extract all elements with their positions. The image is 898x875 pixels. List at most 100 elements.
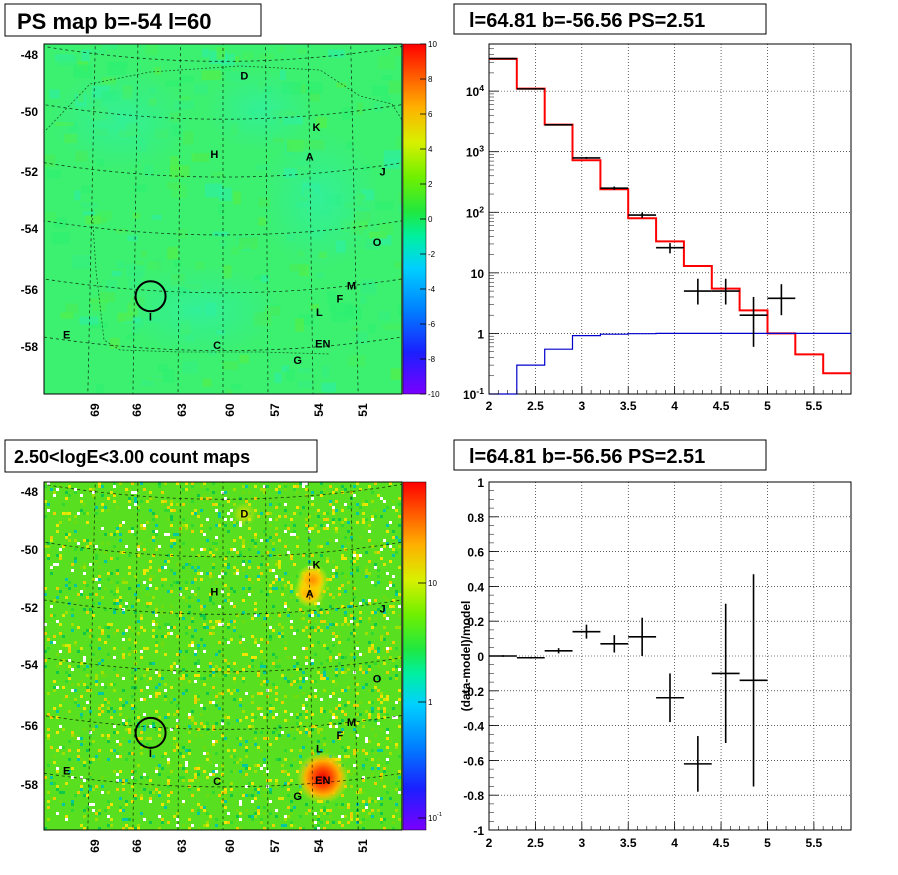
map-pixel (257, 575, 260, 578)
map-pixel (398, 689, 401, 692)
map-pixel (44, 154, 56, 167)
map-pixel (281, 764, 284, 767)
map-pixel (185, 689, 188, 692)
map-pixel (342, 107, 351, 120)
map-pixel (371, 234, 392, 246)
map-pixel (102, 44, 118, 50)
map-pixel (176, 746, 179, 749)
map-pixel (59, 590, 62, 593)
map-pixel (386, 599, 389, 602)
map-pixel (134, 575, 137, 578)
map-pixel (212, 542, 215, 545)
map-pixel (215, 623, 218, 626)
map-pixel (329, 725, 332, 728)
map-pixel (92, 788, 95, 791)
map-pixel (133, 184, 147, 192)
map-pixel (305, 554, 308, 557)
map-pixel (215, 536, 218, 539)
map-pixel (206, 572, 209, 575)
map-pixel (284, 782, 287, 785)
map-pixel (332, 713, 335, 716)
map-pixel (110, 572, 113, 575)
map-pixel (197, 728, 200, 731)
map-pixel (257, 566, 260, 569)
map-pixel (47, 737, 50, 740)
map-pixel (77, 755, 80, 758)
map-pixel (356, 554, 359, 557)
map-pixel (371, 491, 374, 494)
map-pixel (161, 503, 164, 506)
map-pixel (125, 581, 128, 584)
map-pixel (272, 629, 275, 632)
map-pixel (83, 683, 86, 686)
map-pixel (188, 827, 191, 830)
map-pixel (89, 542, 92, 545)
map-pixel (68, 512, 71, 515)
map-pixel (284, 818, 287, 821)
map-pixel (215, 764, 218, 767)
map-pixel (218, 575, 221, 578)
map-pixel (83, 587, 86, 590)
map-pixel (314, 512, 317, 515)
map-pixel (212, 171, 225, 178)
map-pixel (140, 626, 143, 629)
map-pixel (293, 824, 296, 827)
map-pixel (92, 611, 95, 614)
map-pixel (371, 710, 374, 713)
map-pixel (59, 521, 62, 524)
map-pixel (137, 620, 140, 623)
map-pixel (278, 623, 281, 626)
map-pixel (242, 587, 245, 590)
map-pixel (98, 638, 101, 641)
map-pixel (272, 731, 275, 734)
map-pixel (44, 485, 47, 488)
map-pixel (218, 641, 221, 644)
map-pixel (95, 725, 98, 728)
map-pixel (398, 515, 401, 518)
map-pixel (167, 761, 170, 764)
map-pixel (47, 728, 50, 731)
map-pixel (335, 575, 338, 578)
map-pixel (204, 183, 223, 198)
map-pixel (197, 587, 200, 590)
map-pixel (269, 800, 272, 803)
map-pixel (155, 614, 158, 617)
map-pixel (257, 644, 260, 647)
map-pixel (365, 758, 368, 761)
count-map-image (44, 482, 402, 830)
map-pixel (209, 620, 212, 623)
map-pixel (305, 704, 308, 707)
map-pixel (200, 509, 203, 512)
map-pixel (107, 791, 110, 794)
map-pixel (230, 692, 233, 695)
map-pixel (383, 509, 386, 512)
map-pixel (149, 800, 152, 803)
map-pixel (98, 578, 101, 581)
map-pixel (101, 494, 104, 497)
map-pixel (80, 593, 83, 596)
map-pixel (284, 749, 287, 752)
map-pixel (251, 800, 254, 803)
map-pixel (50, 572, 53, 575)
map-pixel (134, 770, 137, 773)
map-pixel (164, 635, 167, 638)
map-pixel (335, 803, 338, 806)
map-pixel (377, 743, 380, 746)
map-pixel (134, 497, 137, 500)
map-pixel (380, 635, 383, 638)
map-pixel (149, 566, 152, 569)
map-pixel (331, 311, 349, 323)
map-pixel (104, 608, 107, 611)
map-pixel (263, 761, 266, 764)
map-pixel (230, 788, 233, 791)
map-pixel (329, 695, 332, 698)
map-pixel (281, 593, 284, 596)
map-pixel (326, 557, 329, 560)
map-pixel (53, 686, 56, 689)
map-pixel (83, 809, 86, 812)
map-pixel (281, 770, 284, 773)
map-pixel (341, 671, 344, 674)
map-pixel (119, 698, 122, 701)
map-pixel (290, 812, 293, 815)
map-pixel (278, 485, 281, 488)
